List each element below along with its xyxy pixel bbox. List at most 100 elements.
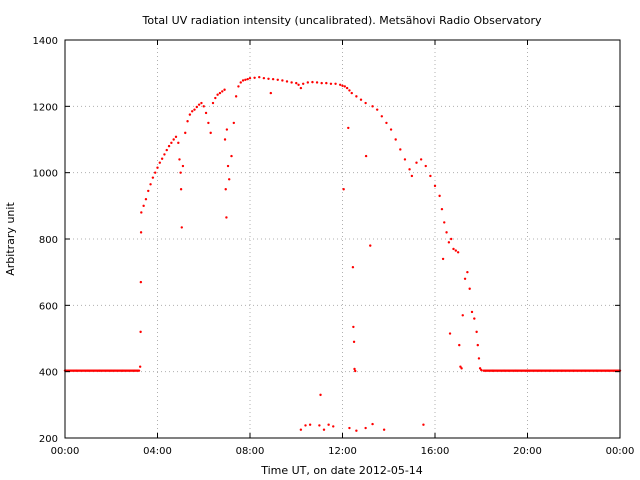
data-point: [147, 189, 150, 193]
data-point: [445, 231, 448, 234]
data-point: [179, 171, 182, 174]
data-point: [244, 78, 247, 82]
data-point: [424, 164, 427, 168]
data-point: [225, 216, 228, 219]
data-point: [149, 183, 152, 186]
data-point: [380, 115, 384, 118]
x-axis-label: Time UT, on date 2012-05-14: [260, 464, 423, 477]
data-point: [223, 138, 227, 141]
data-point: [338, 83, 342, 86]
data-point: [181, 164, 185, 168]
data-point: [463, 277, 467, 280]
data-point: [232, 121, 236, 125]
data-point: [139, 280, 143, 284]
data-point: [139, 330, 142, 334]
chart-title: Total UV radiation intensity (uncalibrat…: [142, 14, 542, 27]
data-point: [308, 423, 312, 426]
data-point: [153, 171, 157, 174]
data-point: [394, 138, 397, 141]
x-tick-label: 00:00: [51, 446, 80, 457]
y-tick-label: 200: [39, 434, 58, 445]
data-point: [299, 86, 303, 90]
data-point: [456, 251, 460, 254]
data-point: [258, 75, 261, 79]
data-point: [440, 207, 444, 211]
data-points: [63, 75, 622, 432]
data-point: [306, 81, 310, 84]
data-point: [438, 194, 441, 198]
y-tick-label: 400: [39, 368, 58, 379]
data-point: [174, 135, 178, 139]
data-point: [480, 368, 483, 372]
data-point: [167, 144, 171, 148]
data-point: [262, 76, 266, 80]
x-tick-label: 12:00: [328, 446, 357, 457]
data-point: [318, 424, 321, 427]
data-point: [230, 154, 233, 158]
data-point: [348, 89, 351, 92]
data-point: [195, 105, 199, 109]
data-point: [269, 91, 273, 95]
data-point: [271, 77, 275, 81]
x-tick-label: 16:00: [421, 446, 450, 457]
data-point: [241, 79, 245, 82]
data-point: [466, 270, 469, 274]
data-point: [371, 105, 374, 108]
data-point: [359, 98, 363, 101]
data-point: [237, 85, 240, 88]
x-tick-label: 08:00: [236, 446, 265, 457]
data-point: [202, 105, 205, 108]
data-point: [211, 101, 215, 105]
data-point: [178, 158, 181, 161]
data-point: [342, 188, 345, 191]
data-point: [454, 249, 458, 252]
data-point: [311, 80, 314, 84]
data-point: [355, 95, 358, 98]
data-point: [139, 231, 143, 234]
y-tick-labels: 200 400 600 800 1000 1200 1400: [33, 36, 58, 445]
data-point: [355, 429, 358, 432]
data-point: [248, 76, 252, 80]
y-axis-label: Arbitrary unit: [4, 202, 17, 276]
data-point: [142, 204, 145, 208]
data-point: [197, 103, 201, 106]
data-point: [216, 93, 219, 96]
data-point: [165, 148, 168, 152]
data-point: [477, 357, 481, 360]
data-point: [180, 226, 183, 229]
data-point: [224, 188, 227, 191]
data-point: [193, 108, 196, 111]
data-point: [151, 176, 155, 179]
data-point: [184, 131, 187, 135]
data-point: [327, 423, 330, 426]
data-point: [353, 367, 356, 371]
data-point: [267, 77, 270, 81]
data-point: [347, 126, 350, 130]
data-point: [221, 90, 224, 93]
data-point: [179, 188, 183, 191]
data-point: [188, 113, 192, 116]
data-point: [234, 95, 238, 98]
data-point: [144, 198, 148, 201]
data-point: [441, 257, 445, 261]
data-point: [160, 157, 164, 160]
data-point: [304, 424, 307, 427]
data-point: [227, 178, 231, 181]
data-point: [156, 166, 159, 169]
data-point: [399, 148, 402, 151]
data-point: [253, 76, 256, 80]
data-point: [285, 80, 289, 83]
axis-ticks: [64, 39, 621, 439]
data-point: [172, 138, 175, 141]
data-point: [329, 82, 333, 85]
data-point: [419, 158, 423, 161]
data-point: [375, 108, 379, 111]
data-point: [443, 221, 446, 224]
data-point: [325, 81, 328, 85]
data-point: [348, 426, 351, 430]
data-point: [225, 128, 229, 131]
data-point: [177, 141, 180, 145]
data-point: [351, 265, 355, 269]
data-point: [158, 161, 162, 164]
